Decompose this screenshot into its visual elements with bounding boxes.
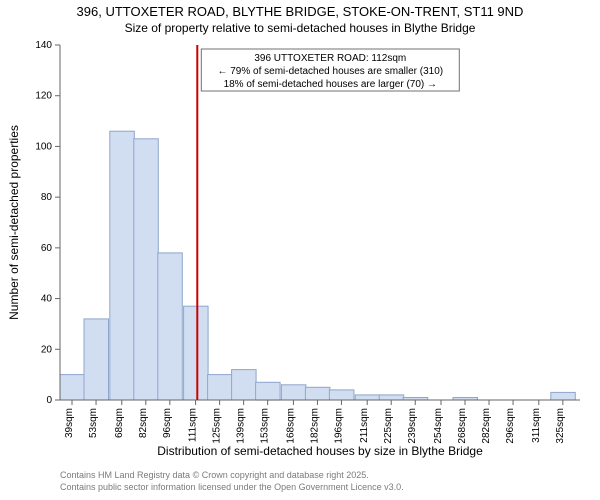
- x-axis-label: Distribution of semi-detached houses by …: [157, 444, 483, 458]
- histogram-bar: [256, 382, 281, 400]
- annotation-line3: 18% of semi-detached houses are larger (…: [224, 79, 437, 90]
- histogram-bar: [355, 395, 380, 400]
- histogram-chart: 396, UTTOXETER ROAD, BLYTHE BRIDGE, STOK…: [0, 0, 600, 500]
- x-tick-label: 296sqm: [505, 408, 516, 444]
- histogram-bar: [379, 395, 404, 400]
- histogram-bar: [232, 370, 257, 400]
- x-tick-label: 325sqm: [555, 408, 566, 444]
- histogram-bar: [184, 306, 209, 400]
- y-axis-label: Number of semi-detached properties: [7, 125, 21, 320]
- histogram-bar: [84, 319, 109, 400]
- y-tick-label: 80: [41, 192, 53, 203]
- histogram-bar: [110, 131, 135, 400]
- x-tick-label: 196sqm: [333, 408, 344, 444]
- histogram-bar: [60, 375, 85, 400]
- x-tick-label: 282sqm: [481, 408, 492, 444]
- histogram-bar: [134, 139, 159, 400]
- x-tick-label: 111sqm: [188, 408, 199, 442]
- chart-subtitle: Size of property relative to semi-detach…: [125, 21, 476, 35]
- x-tick-label: 82sqm: [138, 408, 149, 438]
- histogram-bar: [158, 253, 183, 400]
- annotation-box: 396 UTTOXETER ROAD: 112sqm ← 79% of semi-…: [201, 49, 459, 91]
- x-tick-label: 254sqm: [433, 408, 444, 444]
- y-tick-label: 60: [41, 243, 53, 254]
- x-tick-label: 68sqm: [114, 408, 125, 438]
- x-tick-label: 182sqm: [309, 408, 320, 444]
- histogram-bar: [329, 390, 354, 400]
- histogram-bar: [305, 387, 330, 400]
- histogram-bars: [60, 131, 575, 400]
- x-tick-label: 39sqm: [64, 408, 75, 438]
- x-tick-label: 53sqm: [88, 408, 99, 438]
- x-tick-label: 125sqm: [212, 408, 223, 444]
- footer-line1: Contains HM Land Registry data © Crown c…: [60, 470, 369, 480]
- x-tick-label: 96sqm: [162, 408, 173, 438]
- x-tick-label: 168sqm: [285, 408, 296, 444]
- chart-container: { "title_line1": "396, UTTOXETER ROAD, B…: [0, 0, 600, 500]
- histogram-bar: [281, 385, 306, 400]
- x-tick-label: 225sqm: [383, 408, 394, 444]
- footer-line2: Contains public sector information licen…: [60, 482, 404, 492]
- annotation-line2: ← 79% of semi-detached houses are smalle…: [217, 66, 443, 77]
- x-tick-label: 268sqm: [457, 408, 468, 444]
- x-tick-label: 311sqm: [531, 408, 542, 443]
- y-tick-label: 20: [41, 344, 53, 355]
- x-tick-label: 211sqm: [359, 408, 370, 443]
- y-tick-label: 120: [35, 91, 52, 102]
- histogram-bar: [551, 392, 576, 400]
- y-tick-label: 0: [46, 395, 52, 406]
- histogram-bar: [208, 375, 233, 400]
- annotation-line1: 396 UTTOXETER ROAD: 112sqm: [254, 53, 406, 64]
- x-tick-label: 139sqm: [236, 408, 247, 444]
- chart-title: 396, UTTOXETER ROAD, BLYTHE BRIDGE, STOK…: [77, 4, 524, 19]
- x-tick-label: 239sqm: [407, 408, 418, 444]
- y-tick-label: 40: [41, 294, 53, 305]
- x-tick-label: 153sqm: [260, 408, 271, 444]
- y-tick-label: 100: [35, 141, 52, 152]
- y-tick-label: 140: [35, 40, 52, 51]
